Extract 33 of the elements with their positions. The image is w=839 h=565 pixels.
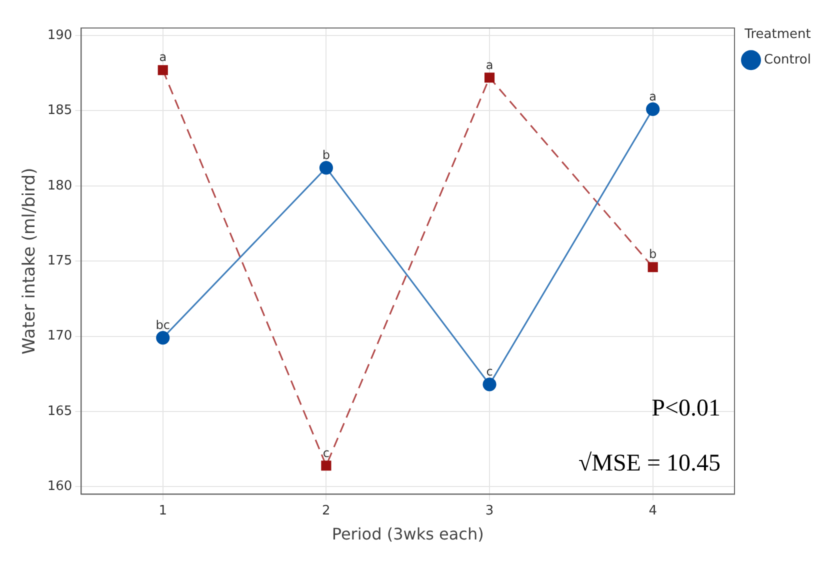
point [648,262,658,272]
legend-title: Treatment [744,26,811,42]
point [158,65,168,76]
y-tick-label: 165 [47,404,72,419]
annotation: bc [156,318,170,332]
annotation: √MSE = 10.45 [578,450,721,476]
annotation: b [322,148,330,162]
point [482,378,496,392]
y-tick-label: 180 [47,178,72,194]
annotation: c [322,446,330,460]
x-tick-label: 4 [648,503,657,518]
annotation: a [486,58,494,72]
x-tick-label: 3 [485,503,494,518]
point [319,161,333,175]
annotation: P<0.01 [652,395,721,422]
annotation: c [486,364,493,379]
y-tick-label: 190 [47,28,72,43]
point [321,460,332,471]
y-tick-label: 185 [47,103,72,118]
x-tick-label: 2 [322,503,330,518]
annotation: b [649,247,657,262]
y-tick-label: 170 [47,328,72,344]
annotation: a [159,50,167,64]
legend-label: Control [764,52,812,68]
annotation: a [649,89,657,104]
x-axis-title: Period (3wks each) [332,524,484,544]
x-tick-label: 1 [158,503,168,518]
y-axis-title: Water intake (ml/bird) [20,168,40,354]
y-tick-label: 160 [47,479,72,494]
point [156,331,170,345]
point [646,102,660,116]
point [484,72,495,83]
y-tick-label: 175 [47,253,72,268]
